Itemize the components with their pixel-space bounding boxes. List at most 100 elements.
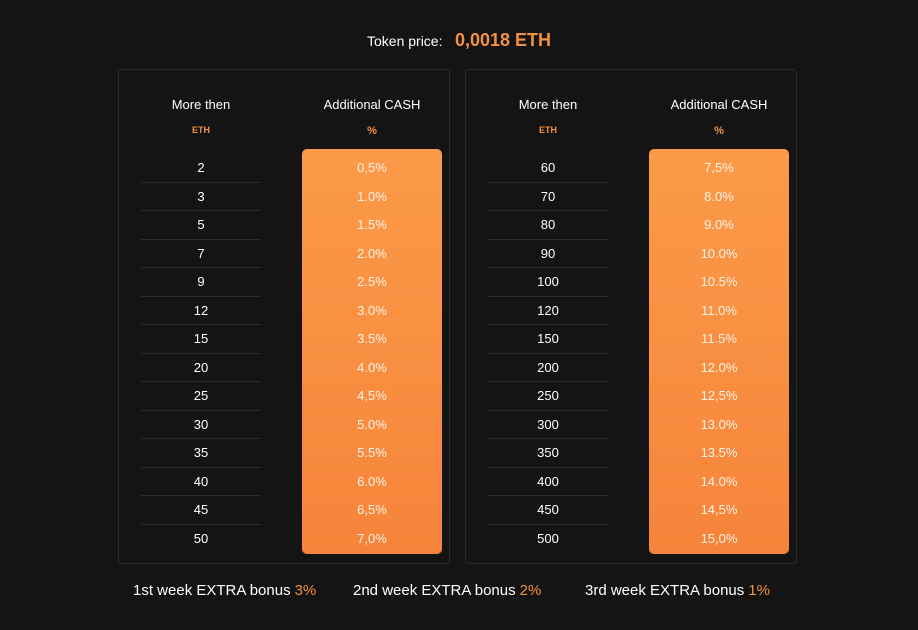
eth-amount: 90 (540, 245, 556, 261)
table-row: 50 7,0% (119, 525, 449, 554)
eth-amount: 25 (193, 388, 209, 403)
eth-amount: 60 (540, 160, 556, 175)
table-row: 15 3.5% (119, 325, 449, 354)
table-row: 7 2.0% (119, 240, 449, 268)
eth-amount: 200 (537, 359, 559, 375)
row-divider (141, 210, 261, 211)
cash-percent: 5.0% (357, 416, 387, 432)
cash-percent: 6.0% (357, 473, 387, 489)
eth-amount: 12 (193, 302, 209, 318)
cash-percent: 8.0% (704, 188, 734, 204)
table-row: 120 11.0% (466, 297, 796, 325)
cash-percent: 9.0% (704, 217, 734, 232)
table-row: 300 13.0% (466, 411, 796, 439)
row-divider (488, 495, 608, 496)
eth-amount: 20 (193, 359, 209, 375)
eth-amount: 2 (197, 160, 205, 175)
week-bonus-value: 2% (519, 582, 542, 599)
table-row: 2 0,5% (119, 154, 449, 183)
weekly-bonus-line: 1st week EXTRA bonus 3% 2nd week EXTRA bo… (0, 582, 918, 604)
row-divider (141, 295, 261, 297)
row-divider (488, 381, 608, 382)
column-unit-eth: ETH (539, 125, 557, 135)
eth-amount: 5 (197, 217, 205, 232)
week-bonus-3: 3rd week EXTRA bonus 1% (585, 582, 770, 599)
week-bonus-label: 3rd week EXTRA bonus (585, 582, 745, 599)
row-divider (488, 352, 608, 354)
table-row: 70 8.0% (466, 183, 796, 211)
eth-amount: 300 (537, 416, 559, 432)
row-divider (141, 267, 261, 268)
row-divider (141, 523, 261, 525)
eth-amount: 100 (537, 274, 559, 289)
row-divider (141, 238, 261, 240)
week-bonus-label: 2nd week EXTRA bonus (353, 582, 516, 599)
eth-amount: 9 (197, 274, 205, 289)
column-unit-eth: ETH (192, 125, 210, 135)
bonus-table-left: More then ETH Additional CASH % 2 0,5% 3 1.… (118, 69, 450, 564)
eth-amount: 150 (537, 331, 559, 346)
week-bonus-value: 3% (294, 582, 317, 599)
row-divider (488, 409, 608, 411)
cash-percent: 10.5% (700, 274, 738, 289)
eth-amount: 120 (537, 302, 559, 318)
row-divider (488, 523, 608, 525)
cash-percent: 3.5% (357, 331, 387, 346)
eth-amount: 30 (193, 416, 209, 432)
cash-percent: 2.5% (357, 274, 387, 289)
cash-percent: 14.0% (700, 473, 738, 489)
cash-highlight-bar (302, 149, 442, 554)
bonus-table-right: More then ETH Additional CASH % 60 7,5% 70… (465, 69, 797, 564)
cash-percent: 5.5% (357, 445, 387, 460)
cash-percent: 7,5% (704, 160, 734, 175)
table-rows: 2 0,5% 3 1.0% 5 1.5% 7 2.0% 9 2.5% 12 3.0% 15 3.5% 20 4… (119, 154, 449, 553)
row-divider (488, 267, 608, 268)
table-row: 450 14,5% (466, 496, 796, 525)
eth-amount: 40 (193, 473, 209, 489)
table-row: 500 15,0% (466, 525, 796, 554)
eth-amount: 80 (540, 217, 556, 232)
token-price-value: 0,0018 ETH (454, 30, 551, 50)
column-title-amount: More then (518, 97, 578, 112)
row-divider (488, 238, 608, 240)
table-row: 150 11.5% (466, 325, 796, 354)
cash-percent: 12,5% (700, 388, 738, 403)
row-divider (488, 295, 608, 297)
eth-amount: 250 (537, 388, 559, 403)
week-bonus-value: 1% (748, 582, 770, 599)
table-row: 3 1.0% (119, 183, 449, 211)
cash-percent: 12.0% (700, 359, 738, 375)
table-row: 12 3.0% (119, 297, 449, 325)
table-row: 90 10.0% (466, 240, 796, 268)
cash-percent: 14,5% (700, 502, 738, 517)
cash-percent: 10.0% (700, 245, 738, 261)
table-row: 200 12.0% (466, 354, 796, 382)
week-bonus-2: 2nd week EXTRA bonus 2% (353, 582, 541, 599)
table-row: 35 5.5% (119, 439, 449, 468)
eth-amount: 450 (537, 502, 559, 517)
eth-amount: 7 (197, 245, 205, 261)
column-unit-percent: % (367, 125, 377, 137)
cash-percent: 13.5% (700, 445, 738, 460)
table-row: 30 5.0% (119, 411, 449, 439)
column-unit-percent: % (714, 125, 724, 137)
table-row: 80 9.0% (466, 211, 796, 240)
table-row: 45 6,5% (119, 496, 449, 525)
eth-amount: 400 (537, 473, 559, 489)
cash-percent: 2.0% (357, 245, 387, 261)
cash-percent: 13.0% (700, 416, 738, 432)
cash-percent: 11.5% (701, 331, 737, 346)
row-divider (488, 466, 608, 468)
row-divider (488, 210, 608, 211)
cash-percent: 1.0% (357, 188, 387, 204)
eth-amount: 3 (197, 188, 205, 204)
cash-percent: 1.5% (357, 217, 387, 232)
table-row: 9 2.5% (119, 268, 449, 297)
eth-amount: 70 (540, 188, 556, 204)
column-title-amount: More then (171, 97, 231, 112)
row-divider (141, 324, 261, 325)
eth-amount: 15 (193, 331, 209, 346)
row-divider (141, 381, 261, 382)
table-row: 400 14.0% (466, 468, 796, 496)
eth-amount: 500 (537, 530, 559, 546)
